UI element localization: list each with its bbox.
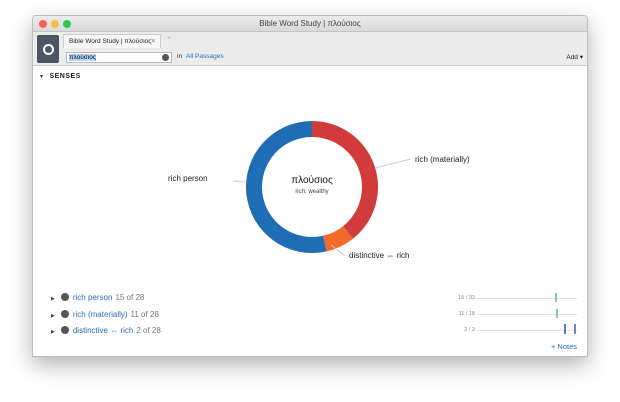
label-rich-materially: rich (materially) [415,155,470,164]
donut-slice[interactable] [323,226,354,252]
new-tab-button[interactable]: + [167,35,172,42]
sense-row[interactable]: ▶ rich person 15 of 28 [51,293,144,303]
app-window: Bible Word Study | πλούσιος Bible Word S… [32,15,588,357]
donut-slice[interactable] [312,121,379,239]
center-subtitle: rich; wealthy [295,189,328,195]
tab-label: Bible Word Study | πλούσιος [69,38,152,45]
senses-header[interactable]: ▼ SENSES [39,73,81,80]
sense-count: 11 of 28 [130,310,159,319]
sense-count: 2 of 28 [136,326,161,335]
add-button[interactable]: Add ▾ [566,54,583,61]
sense-icon [60,326,69,334]
in-label: in [177,53,183,60]
window-title: Bible Word Study | πλούσιος [259,19,361,28]
sparkline-peak [555,293,557,302]
zoom-window-button[interactable] [63,20,71,28]
label-distinctive: distinctive ⇔ rich [349,251,410,260]
senses-donut-chart: πλούσιος rich; wealthy [232,121,412,257]
leader-rich-person [232,180,246,183]
sense-label[interactable]: rich person [72,293,113,302]
tab-bible-word-study[interactable]: Bible Word Study | πλούσιος ✕ [63,34,161,48]
sparkline-peak [556,309,558,318]
scope-link[interactable]: All Passages [186,53,224,60]
close-window-button[interactable] [39,20,47,28]
go-icon[interactable] [162,54,169,61]
search-input[interactable]: πλούσιος [66,52,172,63]
leader-distinctive [330,244,346,257]
app-logo-icon[interactable] [37,35,59,63]
distribution-sparkline[interactable] [477,330,577,331]
close-tab-icon[interactable]: ✕ [150,38,156,45]
expand-triangle-icon[interactable]: ▶ [51,329,55,335]
title-bar: Bible Word Study | πλούσιος [33,16,587,32]
distribution-sparkline[interactable] [477,314,577,315]
collapse-triangle-icon: ▼ [39,74,45,80]
sparkline-peak [574,324,576,334]
sense-fraction: 15 / 33 [458,295,475,301]
toolbar: Bible Word Study | πλούσιος ✕ + πλούσιος … [33,32,587,66]
sense-icon [60,310,69,318]
distribution-sparkline[interactable] [477,298,577,299]
donut-slice[interactable] [246,121,327,253]
section-title: SENSES [49,73,81,80]
add-notes-link[interactable]: + Notes [550,342,577,351]
sense-icon [60,293,69,301]
search-value: πλούσιος [69,54,97,61]
label-rich-person: rich person [168,174,208,183]
sense-row[interactable]: ▶ distinctive ⇔ rich 2 of 28 [51,326,161,336]
sense-count: 15 of 28 [115,293,145,302]
sense-row[interactable]: ▶ rich (materially) 11 of 28 [51,310,159,320]
sparkline-peak [564,324,566,334]
sense-label[interactable]: distinctive ⇔ rich [72,326,134,335]
sense-fraction: 2 / 2 [464,327,475,333]
expand-triangle-icon[interactable]: ▶ [51,313,55,319]
expand-triangle-icon[interactable]: ▶ [51,296,55,302]
sense-label[interactable]: rich (materially) [72,310,128,319]
leader-rich-materially [374,158,412,169]
center-title: πλούσιος [291,174,333,186]
minimize-window-button[interactable] [51,20,59,28]
sense-fraction: 11 / 18 [458,311,475,317]
